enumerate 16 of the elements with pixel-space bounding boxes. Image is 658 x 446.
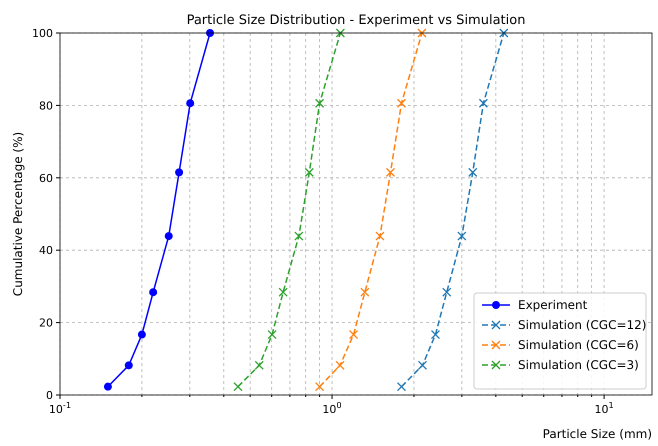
x-tick-label: 10$^{-1}$: [48, 400, 72, 416]
chart-title: Particle Size Distribution - Experiment vs Simulation: [186, 13, 526, 28]
y-tick-label: 0: [46, 389, 53, 402]
x-tick-label: 10$^{0}$: [322, 400, 342, 416]
legend-label: Simulation (CGC=6): [518, 338, 639, 352]
legend-label: Simulation (CGC=3): [518, 358, 639, 372]
legend-label: Simulation (CGC=12): [518, 318, 646, 332]
y-tick-label: 60: [39, 172, 53, 185]
x-axis-title: Particle Size (mm): [542, 427, 652, 441]
y-axis-title: Cumulative Percentage (%): [11, 132, 25, 296]
y-tick-label: 40: [39, 244, 53, 258]
x-tick-label: 10$^{1}$: [594, 400, 614, 416]
y-tick-label: 80: [39, 99, 53, 112]
y-tick-label: 100: [32, 27, 53, 40]
legend-label: Experiment: [518, 298, 588, 312]
y-tick-label: 20: [39, 316, 53, 330]
